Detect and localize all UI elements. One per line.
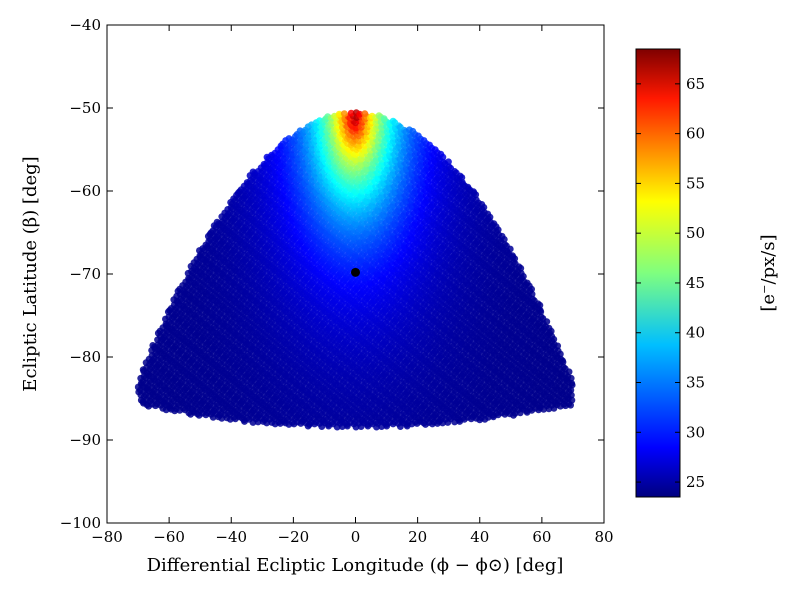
scatter-point [568,380,576,387]
scatter-point [545,324,553,332]
scatter-point [561,365,569,373]
scatter-point [554,342,562,350]
data-points [134,109,576,431]
scatter-point [536,301,544,309]
scatter-point [539,315,547,322]
scatter-point [523,279,531,287]
scatter-point [517,264,525,272]
scatter-point [559,357,566,364]
scatter-point [530,297,538,305]
scatter-point [567,374,575,382]
